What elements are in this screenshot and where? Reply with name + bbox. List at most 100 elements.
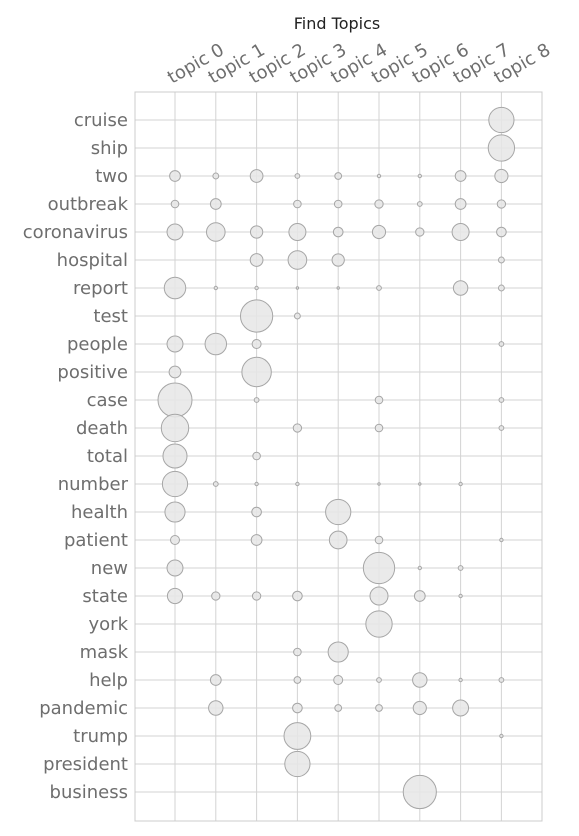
bubble [459, 678, 462, 681]
y-tick-label: test [93, 306, 128, 327]
bubble [372, 225, 385, 238]
bubble [254, 398, 259, 403]
bubble [334, 676, 343, 685]
bubble [453, 700, 469, 716]
bubble [335, 705, 342, 712]
y-tick-label: york [89, 614, 129, 635]
bubble [170, 171, 181, 182]
bubble [240, 300, 272, 332]
bubble [163, 444, 187, 468]
bubble [498, 285, 504, 291]
y-tick-label: two [95, 166, 128, 187]
bubble [293, 591, 303, 601]
bubble [377, 286, 382, 291]
bubble [165, 502, 185, 522]
bubble [293, 424, 301, 432]
bubble [376, 705, 383, 712]
bubble [255, 482, 258, 485]
y-tick-label: patient [64, 530, 128, 551]
x-axis-labels: topic 0topic 1topic 2topic 3topic 4topic… [164, 39, 554, 88]
y-tick-label: business [50, 782, 128, 803]
bubble [495, 169, 508, 182]
bubble [334, 200, 342, 208]
chart-title: Find Topics [294, 14, 380, 33]
bubble [289, 224, 306, 241]
bubble [206, 223, 225, 242]
bubble [337, 287, 339, 289]
bubble [294, 677, 301, 684]
bubble [329, 531, 347, 549]
bubble [499, 342, 504, 347]
bubble [252, 340, 261, 349]
bubble [295, 174, 300, 179]
bubble [375, 424, 383, 432]
bubble [161, 414, 188, 441]
bubble [363, 552, 394, 583]
bubble [416, 228, 424, 236]
y-tick-label: number [58, 474, 129, 495]
bubble [414, 591, 425, 602]
bubble [499, 678, 504, 683]
bubble [214, 286, 217, 289]
bubble [294, 648, 302, 656]
bubble [167, 560, 183, 576]
bubble [333, 227, 343, 237]
bubble [418, 566, 421, 569]
bubble [296, 287, 298, 289]
y-tick-label: help [89, 670, 128, 691]
y-tick-label: health [71, 502, 128, 523]
bubble [377, 174, 380, 177]
bubble [452, 224, 469, 241]
bubble [459, 594, 462, 597]
y-tick-label: total [87, 446, 128, 467]
y-tick-label: hospital [57, 250, 128, 271]
bubble [497, 227, 507, 237]
y-tick-label: report [73, 278, 128, 299]
bubble [167, 588, 182, 603]
bubble [418, 174, 421, 177]
bubble [366, 611, 392, 637]
bubble [252, 592, 260, 600]
bubble [497, 200, 505, 208]
bubble [284, 723, 311, 750]
y-tick-label: outbreak [48, 194, 129, 215]
bubble [377, 678, 382, 683]
bubble [293, 703, 303, 713]
bubble [171, 200, 179, 208]
bubble [375, 536, 383, 544]
bubble [458, 566, 463, 571]
bubble [212, 592, 220, 600]
bubble [250, 226, 262, 238]
bubble [500, 734, 503, 737]
y-tick-label: ship [91, 138, 128, 159]
bubble [209, 701, 223, 715]
bubble [255, 286, 258, 289]
bubble [455, 171, 466, 182]
bubble [375, 200, 383, 208]
bubble [213, 482, 218, 487]
bubble [417, 202, 422, 207]
bubble [294, 200, 302, 208]
bubble [499, 398, 504, 403]
y-tick-label: new [91, 558, 128, 579]
bubble [158, 383, 192, 417]
bubble [335, 173, 342, 180]
bubble [500, 538, 503, 541]
y-tick-label: coronavirus [23, 222, 128, 243]
bubble [370, 587, 388, 605]
y-tick-label: case [87, 390, 128, 411]
bubble [242, 357, 271, 386]
bubble [378, 483, 380, 485]
bubble [498, 257, 504, 263]
bubble [499, 426, 504, 431]
y-tick-label: death [76, 418, 128, 439]
bubble [413, 673, 427, 687]
bubble [252, 507, 262, 517]
y-tick-label: state [82, 586, 128, 607]
y-tick-label: mask [80, 642, 129, 663]
bubble [250, 170, 263, 183]
bubble [251, 535, 262, 546]
y-tick-label: pandemic [39, 698, 128, 719]
bubble [413, 701, 426, 714]
